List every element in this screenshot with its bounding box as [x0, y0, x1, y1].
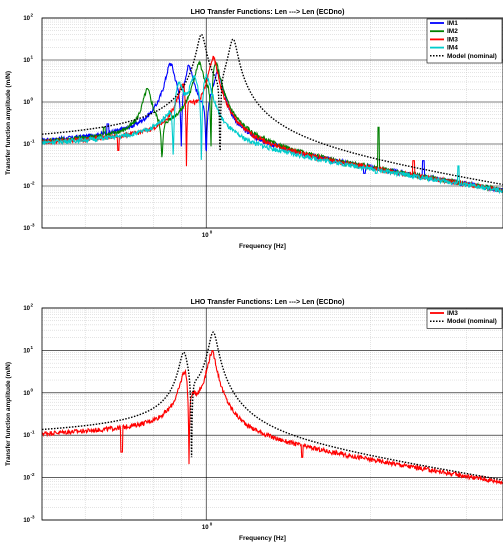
y-tick-label: 10 [23, 391, 30, 397]
y-tick-label: 10 [23, 184, 30, 190]
y-tick-label: 10 [23, 226, 30, 232]
y-tick-label: 10 [23, 518, 30, 524]
y-tick-exponent: -2 [31, 472, 35, 477]
legend-label: IM3 [447, 310, 458, 317]
x-tick-exponent: 0 [210, 522, 213, 527]
y-axis-label: Transfer function amplitude (m/N) [5, 362, 12, 466]
chart-title: LHO Transfer Functions: Len ---> Len (EC… [191, 9, 345, 16]
x-axis-label: Frequency [Hz] [239, 535, 286, 542]
y-tick-label: 10 [23, 58, 30, 64]
x-tick-label: 10 [202, 233, 209, 239]
y-tick-label: 10 [23, 433, 30, 439]
plot-area [42, 18, 503, 228]
y-tick-label: 10 [23, 306, 30, 312]
legend-label: IM3 [447, 36, 458, 43]
legend-label: Model (nominal) [447, 53, 497, 60]
y-tick-exponent: -2 [31, 181, 35, 186]
x-tick-label: 10 [202, 525, 209, 531]
series-line-im4 [42, 73, 503, 195]
plot-frame [41, 17, 503, 229]
y-tick-exponent: 1 [31, 55, 34, 60]
chart-title: LHO Transfer Functions: Len ---> Len (EC… [191, 299, 345, 306]
plot-area [42, 308, 503, 520]
y-tick-exponent: 1 [31, 345, 34, 350]
y-tick-label: 10 [23, 348, 30, 354]
y-tick-label: 10 [23, 476, 30, 482]
legend-label: Model (nominal) [447, 318, 497, 325]
y-tick-exponent: -1 [31, 430, 35, 435]
y-tick-exponent: 2 [31, 303, 34, 308]
series-line-model-nominal- [42, 33, 503, 186]
plot-frame [41, 307, 503, 521]
y-tick-label: 10 [23, 142, 30, 148]
legend-box [426, 308, 503, 329]
legend-label: IM2 [447, 28, 458, 35]
y-axis-label: Transfer function amplitude (m/N) [5, 71, 12, 175]
x-tick-exponent: 0 [210, 230, 213, 235]
series-line-model-nominal- [42, 331, 503, 481]
y-tick-exponent: 0 [31, 387, 34, 392]
legend-label: IM4 [447, 45, 458, 52]
y-tick-label: 10 [23, 16, 30, 22]
y-tick-exponent: -3 [31, 515, 35, 520]
series-line-im3 [42, 350, 503, 485]
x-axis-label: Frequency [Hz] [239, 243, 286, 250]
y-tick-exponent: -1 [31, 139, 35, 144]
y-tick-exponent: -3 [31, 223, 35, 228]
y-tick-label: 10 [23, 100, 30, 106]
legend-label: IM1 [447, 20, 458, 27]
y-tick-exponent: 0 [31, 97, 34, 102]
y-tick-exponent: 2 [31, 13, 34, 18]
